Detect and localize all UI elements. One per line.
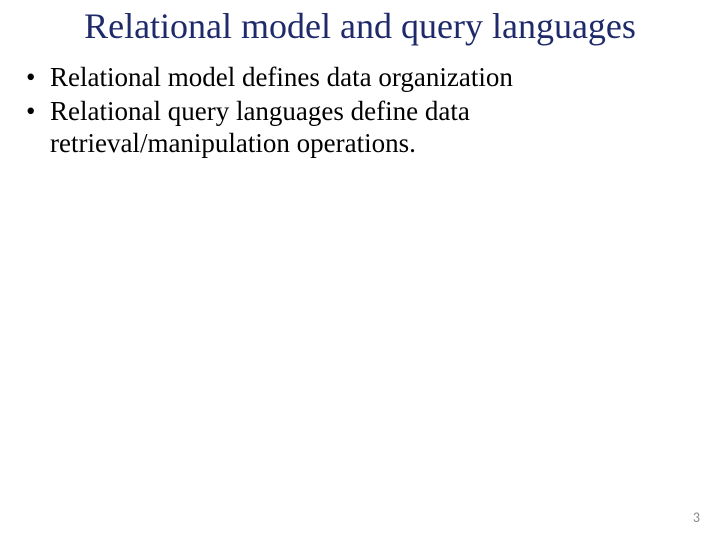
slide: Relational model and query languages Rel… [0,0,720,540]
page-number: 3 [693,509,700,526]
bullet-list: Relational model defines data organizati… [22,62,690,160]
slide-body: Relational model defines data organizati… [22,62,690,162]
list-item: Relational query languages define data r… [22,96,690,160]
list-item: Relational model defines data organizati… [22,62,690,94]
slide-title: Relational model and query languages [0,6,720,47]
